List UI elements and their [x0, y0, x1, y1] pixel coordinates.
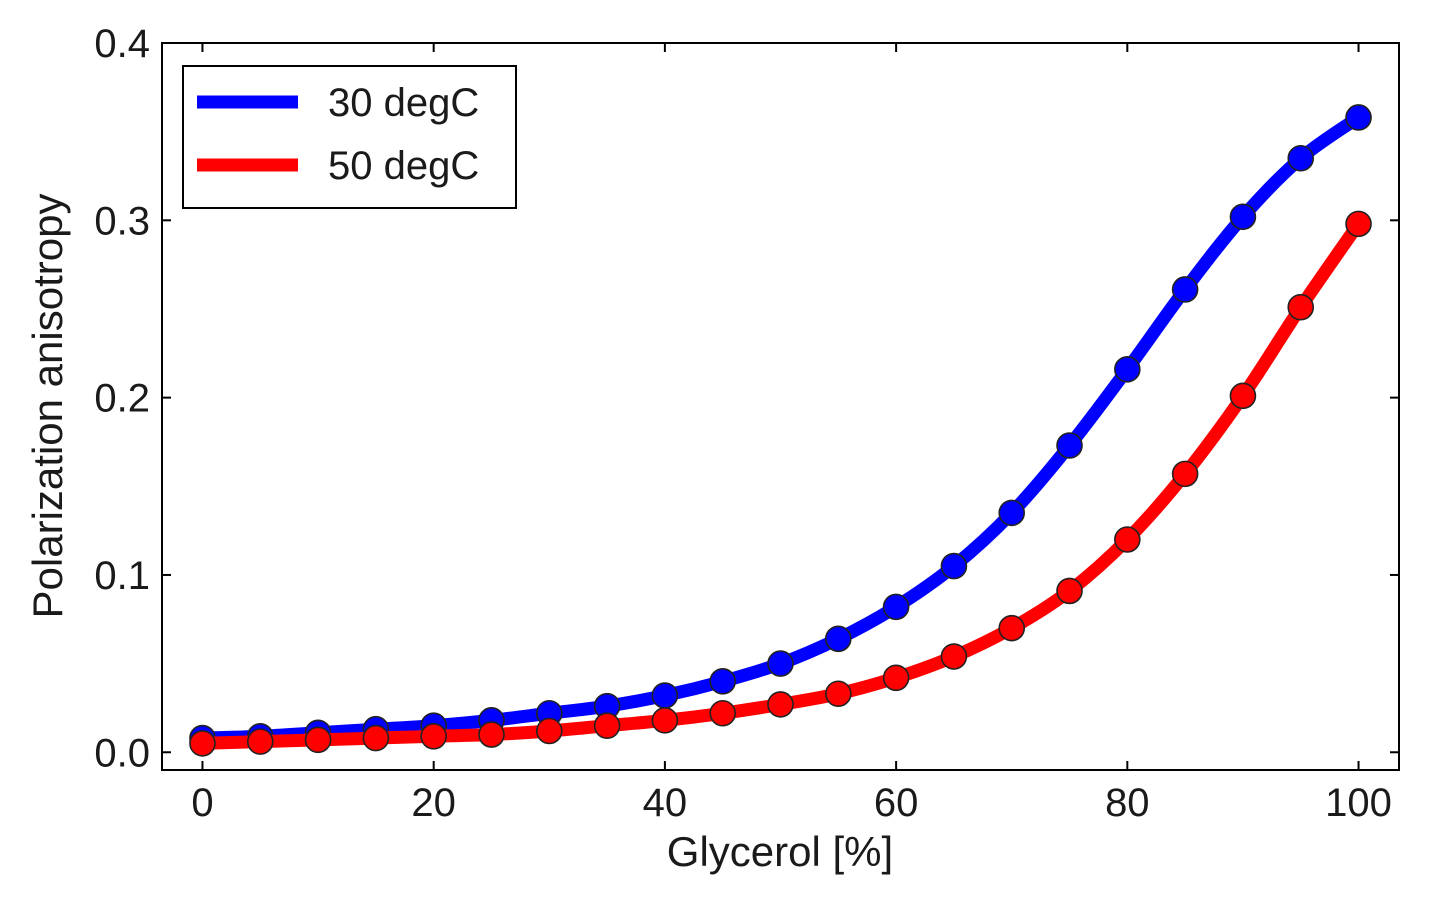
data-point-50degc [767, 691, 794, 718]
y-tick-label: 0.0 [94, 731, 150, 775]
y-tick-label: 0.2 [94, 377, 150, 421]
data-point-50degc [1056, 577, 1083, 605]
data-point-50degc [246, 728, 274, 755]
y-tick-label: 0.3 [94, 199, 150, 243]
data-point-50degc [593, 712, 621, 739]
data-point-50degc [304, 726, 332, 754]
data-point-50degc [189, 730, 216, 757]
data-point-30degc [825, 625, 852, 653]
data-point-50degc [478, 721, 505, 748]
y-axis-title: Polarization anisotropy [24, 194, 71, 619]
x-axis-title: Glycerol [%] [667, 828, 893, 875]
y-tick-labels: 0.0 0.1 0.2 0.3 0.4 [94, 22, 150, 775]
x-tick-label: 0 [191, 781, 213, 825]
data-point-30degc [940, 552, 968, 580]
data-point-30degc [651, 682, 679, 709]
plot-frame [161, 42, 1400, 771]
data-point-30degc [1287, 144, 1315, 172]
data-point-50degc [535, 717, 563, 745]
x-tick-label: 40 [643, 781, 688, 825]
data-point-30degc [1114, 355, 1141, 383]
legend-box [182, 65, 517, 209]
legend-label-50degc: 50 degC [328, 144, 479, 188]
data-point-30degc [767, 650, 794, 677]
data-point-30degc [1171, 276, 1199, 303]
data-point-50degc [882, 664, 910, 692]
data-point-50degc [709, 699, 736, 727]
series-30degc [189, 104, 1372, 752]
data-point-30degc [1345, 104, 1372, 131]
series-50degc [189, 210, 1372, 757]
x-tick-label: 60 [874, 781, 919, 825]
series-line-50degc [195, 217, 1366, 750]
series-layer [189, 104, 1372, 757]
data-point-50degc [1287, 293, 1315, 321]
data-point-30degc [709, 668, 736, 695]
y-tick-label: 0.4 [94, 22, 150, 66]
y-tick-label: 0.1 [94, 554, 150, 598]
data-point-50degc [362, 724, 390, 752]
x-tick-label: 80 [1105, 781, 1150, 825]
data-point-50degc [825, 680, 852, 708]
data-point-50degc [1345, 210, 1372, 238]
data-point-50degc [998, 614, 1026, 642]
data-point-50degc [1171, 460, 1199, 488]
data-point-30degc [998, 499, 1026, 527]
x-tick-label: 100 [1325, 781, 1392, 825]
x-tick-label: 20 [411, 781, 456, 825]
data-point-30degc [1056, 432, 1083, 459]
x-tick-labels: 0 20 40 60 80 100 [191, 781, 1392, 825]
data-point-30degc [882, 593, 910, 621]
data-point-50degc [940, 643, 968, 670]
data-point-50degc [1229, 382, 1257, 410]
legend-label-30degc: 30 degC [328, 81, 479, 125]
data-point-50degc [1114, 526, 1141, 553]
data-point-30degc [1229, 203, 1257, 231]
data-point-50degc [420, 723, 447, 750]
data-point-50degc [651, 707, 679, 734]
legend: 30 degC 50 degC [182, 65, 517, 209]
